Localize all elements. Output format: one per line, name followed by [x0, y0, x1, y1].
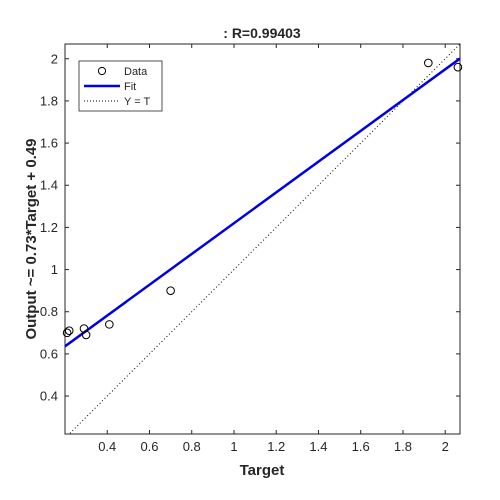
data-point [62, 328, 72, 338]
fit-line [65, 57, 460, 348]
y-axis-title: Output ~= 0.73*Target + 0.49 [23, 138, 40, 339]
x-tick-label: 0.4 [98, 439, 116, 454]
x-tick-label: 1.4 [309, 439, 327, 454]
y-axis: 0.4 0.6 0.8 1 1.2 1.4 1.6 1.8 2 [40, 51, 460, 404]
legend-label-fit: Fit [124, 81, 136, 93]
x-tick-label: 1.8 [394, 439, 412, 454]
legend: Data Fit Y = T [78, 60, 163, 112]
data-point [424, 58, 433, 68]
data-point [105, 320, 114, 329]
y-tick-label: 1.4 [40, 178, 58, 193]
x-tick-label: 2 [442, 439, 449, 454]
y-tick-label: 1.8 [40, 93, 58, 108]
legend-data-marker [97, 66, 107, 76]
y-tick-label: 1.2 [40, 220, 58, 235]
y-tick-label: 0.8 [40, 304, 58, 319]
y-tick-label: 1.6 [40, 136, 58, 151]
data-point [166, 286, 175, 295]
x-tick-label: 1.2 [267, 439, 285, 454]
data-point [453, 62, 463, 72]
x-tick-label: 0.6 [140, 439, 158, 454]
data-point [64, 326, 74, 336]
x-tick-label: 1 [230, 439, 237, 454]
x-tick-label: 1.6 [352, 439, 370, 454]
legend-label-data: Data [124, 66, 148, 78]
y-tick-label: 2 [51, 51, 58, 66]
data-point [79, 324, 89, 333]
x-tick-label: 0.8 [183, 439, 201, 454]
data-point [81, 330, 91, 340]
y-tick-label: 0.4 [40, 389, 58, 404]
y-tick-label: 0.6 [40, 346, 58, 361]
x-axis: 0.4 0.6 0.8 1 1.2 1.4 1.6 1.8 2 [98, 44, 449, 454]
y-tick-label: 1 [51, 262, 58, 277]
data-points [62, 58, 463, 340]
plot-lines [65, 44, 460, 434]
chart-title: : R=0.99403 [223, 25, 301, 41]
x-axis-title: Target [240, 462, 285, 479]
legend-label-identity: Y = T [124, 96, 150, 108]
